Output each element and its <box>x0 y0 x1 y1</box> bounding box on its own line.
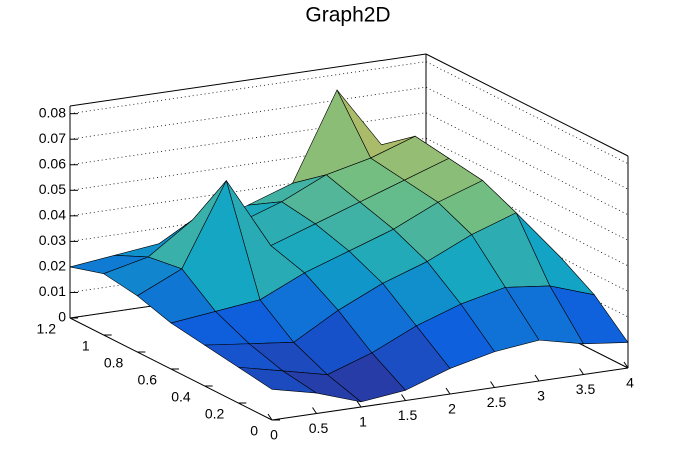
tick-mark <box>401 394 406 401</box>
chart-title: Graph2D <box>305 4 390 27</box>
y-tick-label: 0.6 <box>138 372 158 388</box>
z-tick-label: 0.03 <box>39 232 66 248</box>
surface-cell <box>238 366 317 394</box>
x-tick-label: 4 <box>626 375 634 391</box>
x-tick-label: 2 <box>448 401 456 417</box>
tick-mark <box>490 381 495 388</box>
tick-mark <box>445 387 451 395</box>
x-tick-label: 1 <box>359 414 367 430</box>
z-tick-label: 0.01 <box>39 283 66 299</box>
y-tick-label: 0 <box>250 423 258 439</box>
y-tick-label: 0.4 <box>171 389 191 405</box>
z-tick-label: 0.04 <box>39 207 66 223</box>
z-tick-label: 0.06 <box>39 155 66 171</box>
tick-mark <box>312 407 317 414</box>
x-tick-label: 2.5 <box>487 394 507 410</box>
y-tick-label: 0.8 <box>104 355 124 371</box>
box-edge <box>69 53 427 107</box>
x-tick-label: 3 <box>537 388 545 404</box>
tick-mark <box>267 413 273 421</box>
x-tick-label: 1.5 <box>398 407 418 423</box>
tick-mark <box>579 368 584 375</box>
tick-mark <box>534 374 540 382</box>
y-tick-label: 1 <box>82 338 90 354</box>
z-tick-label: 0.05 <box>39 181 66 197</box>
z-tick-label: 0.08 <box>39 104 66 120</box>
box-edge <box>425 53 629 157</box>
z-tick-label: 0 <box>58 309 66 325</box>
x-tick-label: 3.5 <box>576 381 596 397</box>
tick-mark <box>356 400 362 408</box>
y-tick-label: 1.2 <box>37 321 57 337</box>
tick-mark <box>623 361 629 369</box>
x-tick-label: 0.5 <box>309 420 329 436</box>
x-tick-label: 0 <box>270 427 278 443</box>
z-tick-label: 0.07 <box>39 130 66 146</box>
y-tick-label: 0.2 <box>205 406 225 422</box>
z-tick-label: 0.02 <box>39 258 66 274</box>
